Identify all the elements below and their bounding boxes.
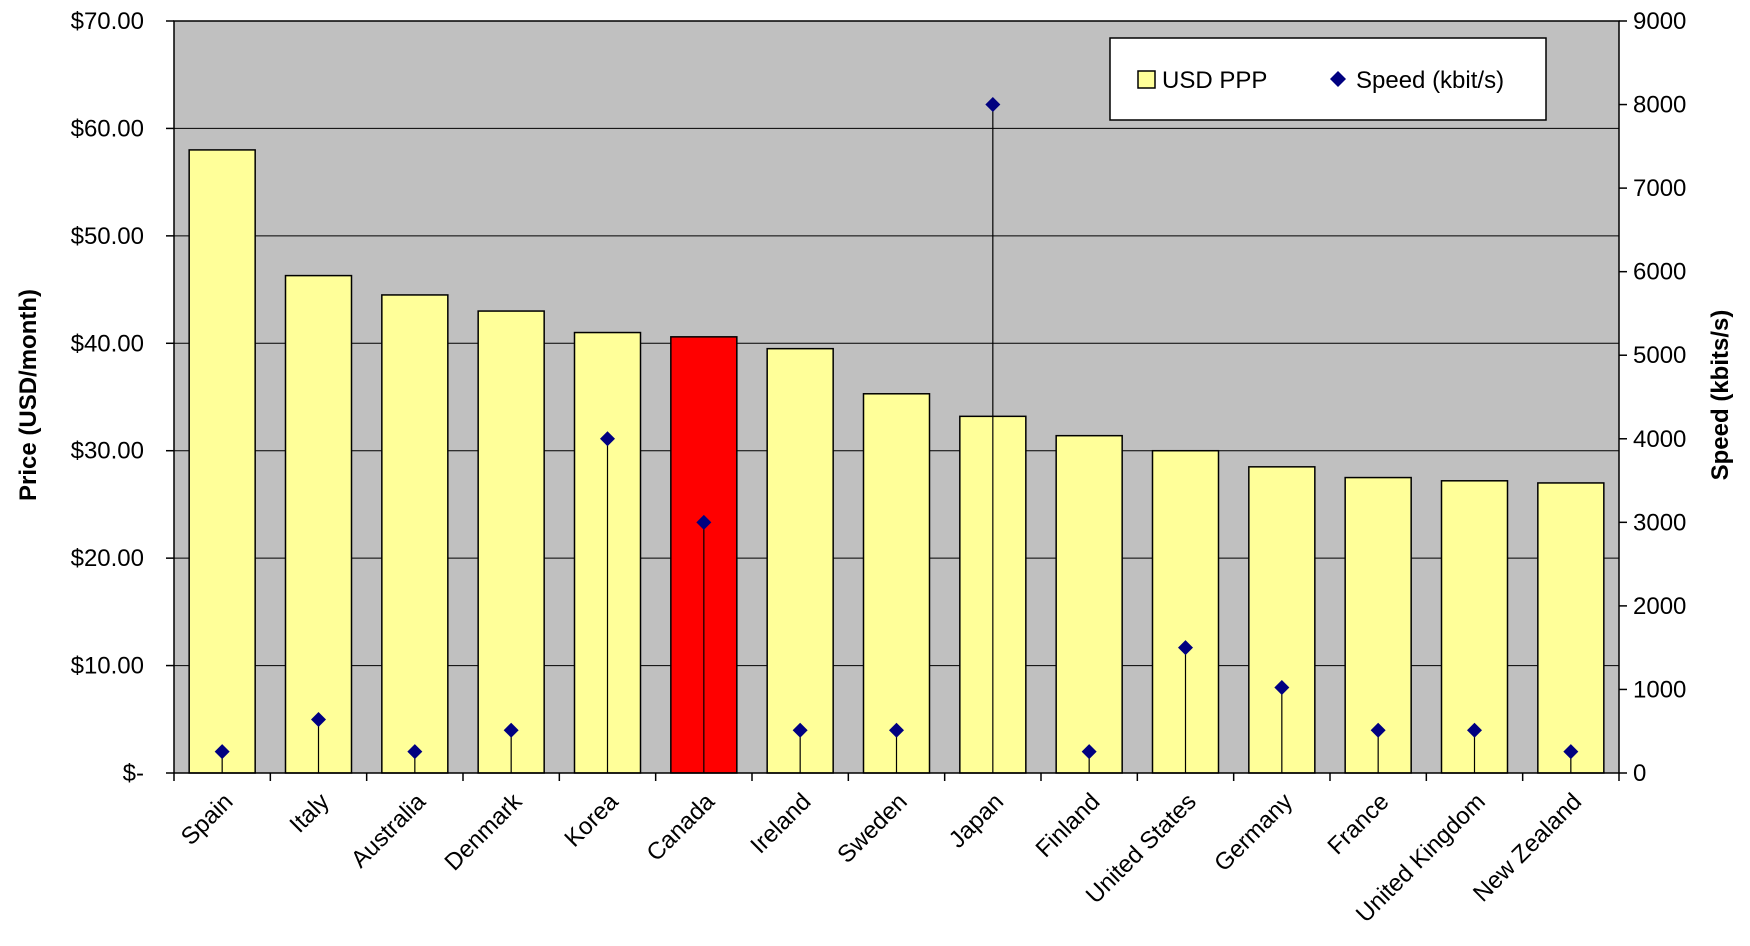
x-tick-label-australia: Australia <box>346 788 432 874</box>
y2-tick-label: 0 <box>1633 760 1646 787</box>
speed-stems <box>221 104 1572 773</box>
legend-marker-speed <box>1330 71 1346 87</box>
speed-point-france <box>1370 722 1386 738</box>
bar-ireland <box>766 347 834 774</box>
axes: $- $10.00 $20.00 $30.00 $40.00 $50.00 $60.00 $7… <box>71 8 1687 787</box>
y2-tick-label: 9000 <box>1633 8 1686 35</box>
x-tick-label-japan: Japan <box>944 788 1009 853</box>
bar-new-zealand <box>1537 482 1605 774</box>
x-tick-label-germany: Germany <box>1209 788 1298 877</box>
speed-point-ireland <box>792 722 808 738</box>
y2-tick-label: 3000 <box>1633 509 1686 536</box>
speed-point-italy <box>311 712 326 728</box>
y-tick-label: $60.00 <box>71 115 144 142</box>
category-labels: Spain Italy Australia Denmark Korea Canada Ire… <box>176 787 1587 928</box>
y2-tick-label: 7000 <box>1633 175 1686 202</box>
x-tick-label-spain: Spain <box>176 788 239 851</box>
speed-point-sweden <box>889 722 904 738</box>
bar-sweden <box>862 393 931 774</box>
bar-italy <box>284 274 353 774</box>
y2-tick-label: 1000 <box>1633 676 1686 703</box>
legend-swatch-usd-ppp <box>1137 70 1156 89</box>
bar-australia <box>381 294 449 774</box>
y2-tick-label: 2000 <box>1633 593 1686 620</box>
y-tick-label: $40.00 <box>71 330 144 357</box>
x-tick-label-finland: Finland <box>1031 788 1106 863</box>
y-tick-label: $50.00 <box>71 223 144 250</box>
y2-tick-label: 4000 <box>1633 426 1686 453</box>
speed-point-denmark <box>503 722 519 738</box>
speed-point-new-zealand <box>1563 744 1579 760</box>
y-tick-label: $70.00 <box>71 8 144 35</box>
y-tick-label: $20.00 <box>71 545 144 572</box>
speed-points <box>214 97 1579 760</box>
speed-point-japan <box>985 97 1001 113</box>
y2-tick-label: 6000 <box>1633 259 1686 286</box>
x-tick-label-korea: Korea <box>559 788 624 853</box>
x-tick-label-canada: Canada <box>642 788 721 867</box>
speed-point-united-kingdom <box>1467 722 1482 738</box>
bar-finland <box>1055 434 1123 774</box>
speed-point-canada <box>696 514 712 530</box>
speed-point-germany <box>1274 679 1290 695</box>
y2-tick-label: 5000 <box>1633 342 1686 369</box>
speed-point-finland <box>1081 744 1097 760</box>
x-tick-label-sweden: Sweden <box>832 788 912 868</box>
y-tick-label: $- <box>123 760 144 787</box>
speed-point-korea <box>600 431 615 447</box>
y2-axis-title: Speed (kbits/s) <box>1707 310 1734 481</box>
x-tick-label-ireland: Ireland <box>745 788 816 859</box>
plot-frame <box>173 20 1620 774</box>
legend-box <box>1109 37 1547 121</box>
x-tick-label-france: France <box>1322 788 1394 860</box>
y-tick-label: $30.00 <box>71 438 144 465</box>
y2-tick-label: 8000 <box>1633 92 1686 119</box>
x-tick-label-italy: Italy <box>285 788 335 838</box>
speed-point-australia <box>407 744 423 760</box>
legend-label-speed: Speed (kbit/s) <box>1356 67 1504 94</box>
bar-spain <box>188 149 256 774</box>
speed-point-spain <box>214 744 230 760</box>
bar-denmark <box>477 310 545 774</box>
legend: USD PPP Speed (kbit/s) <box>1109 37 1547 121</box>
legend-label-usd-ppp: USD PPP <box>1162 67 1267 94</box>
y-tick-label: $10.00 <box>71 653 144 680</box>
y-axis-title: Price (USD/month) <box>15 289 42 501</box>
speed-point-united-states <box>1178 640 1193 656</box>
x-tick-label-denmark: Denmark <box>439 787 528 876</box>
